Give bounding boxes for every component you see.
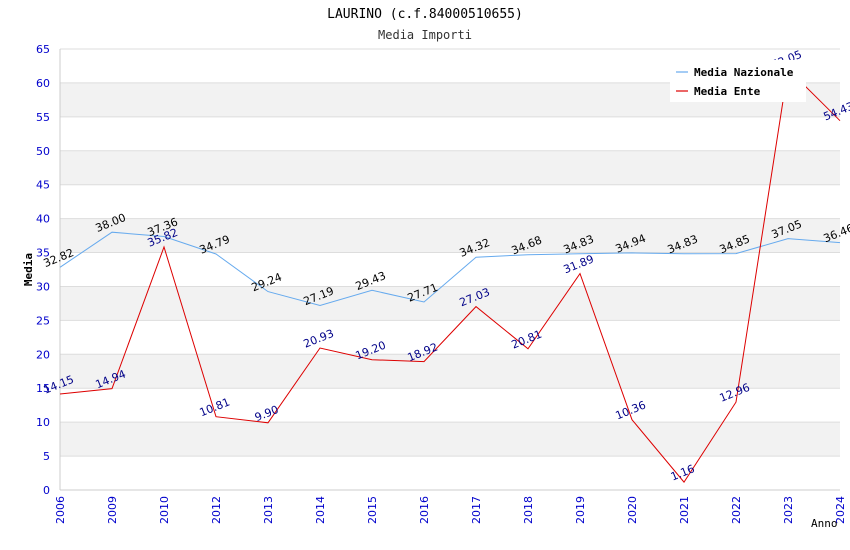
x-tick-label: 2009 xyxy=(106,496,119,524)
y-tick-label: 60 xyxy=(36,77,50,90)
axes xyxy=(59,49,840,491)
x-tick-label: 2017 xyxy=(470,496,483,524)
y-tick-label: 20 xyxy=(36,348,50,361)
legend-label-media-nazionale: Media Nazionale xyxy=(694,66,794,79)
x-tick-label: 2020 xyxy=(626,496,639,524)
y-tick-label: 15 xyxy=(36,382,50,395)
grid-band xyxy=(60,150,840,185)
y-tick-label: 0 xyxy=(43,484,50,497)
series-line-media-ente xyxy=(59,67,841,483)
data-label: 10.81 xyxy=(198,395,232,419)
x-tick-label: 2023 xyxy=(782,496,795,524)
chart-title: LAURINO (c.f.84000510655) xyxy=(327,7,523,22)
y-tick-label: 35 xyxy=(36,247,50,260)
x-tick-label: 2024 xyxy=(834,496,847,524)
legend-background xyxy=(670,60,806,102)
x-axis-label: Anno xyxy=(811,517,838,530)
x-tick-label: 2012 xyxy=(210,496,223,524)
legend: Media Nazionale Media Ente xyxy=(670,60,806,102)
y-tick-label: 30 xyxy=(36,280,50,293)
x-tick-label: 2018 xyxy=(522,496,535,524)
y-tick-label: 45 xyxy=(36,179,50,192)
x-tick-label: 2015 xyxy=(366,496,379,524)
x-tick-label: 2010 xyxy=(158,496,171,524)
x-tick-label: 2016 xyxy=(418,496,431,524)
y-tick-labels: 0 5 10 15 20 25 30 35 40 45 50 55 60 65 xyxy=(36,43,50,497)
x-tick-label: 2006 xyxy=(54,496,67,524)
y-tick-label: 40 xyxy=(36,213,50,226)
y-tick-label: 65 xyxy=(36,43,50,56)
x-tick-label: 2021 xyxy=(678,496,691,524)
data-label: 9.90 xyxy=(253,403,281,424)
grid-band xyxy=(60,422,840,457)
series-line-media-nazionale xyxy=(59,231,841,307)
legend-label-media-ente: Media Ente xyxy=(694,85,761,98)
y-tick-label: 50 xyxy=(36,145,50,158)
y-tick-label: 25 xyxy=(36,314,50,327)
grid-band xyxy=(60,354,840,389)
y-tick-label: 55 xyxy=(36,111,50,124)
y-tick-label: 5 xyxy=(43,450,50,463)
x-tick-label: 2019 xyxy=(574,496,587,524)
y-tick-label: 10 xyxy=(36,416,50,429)
grid-band xyxy=(60,218,840,253)
x-tick-labels: 2006 2009 2010 2012 2013 2014 2015 2016 2017 2018… xyxy=(54,496,847,524)
data-label: 10.36 xyxy=(614,399,648,423)
data-label: 20.93 xyxy=(302,327,336,351)
series-lines xyxy=(59,67,841,483)
x-tick-label: 2014 xyxy=(314,496,327,524)
y-axis-label: Media xyxy=(22,253,35,286)
x-tick-label: 2022 xyxy=(730,496,743,524)
x-tick-label: 2013 xyxy=(262,496,275,524)
chart-subtitle: Media Importi xyxy=(378,28,472,42)
grid-band xyxy=(60,286,840,321)
